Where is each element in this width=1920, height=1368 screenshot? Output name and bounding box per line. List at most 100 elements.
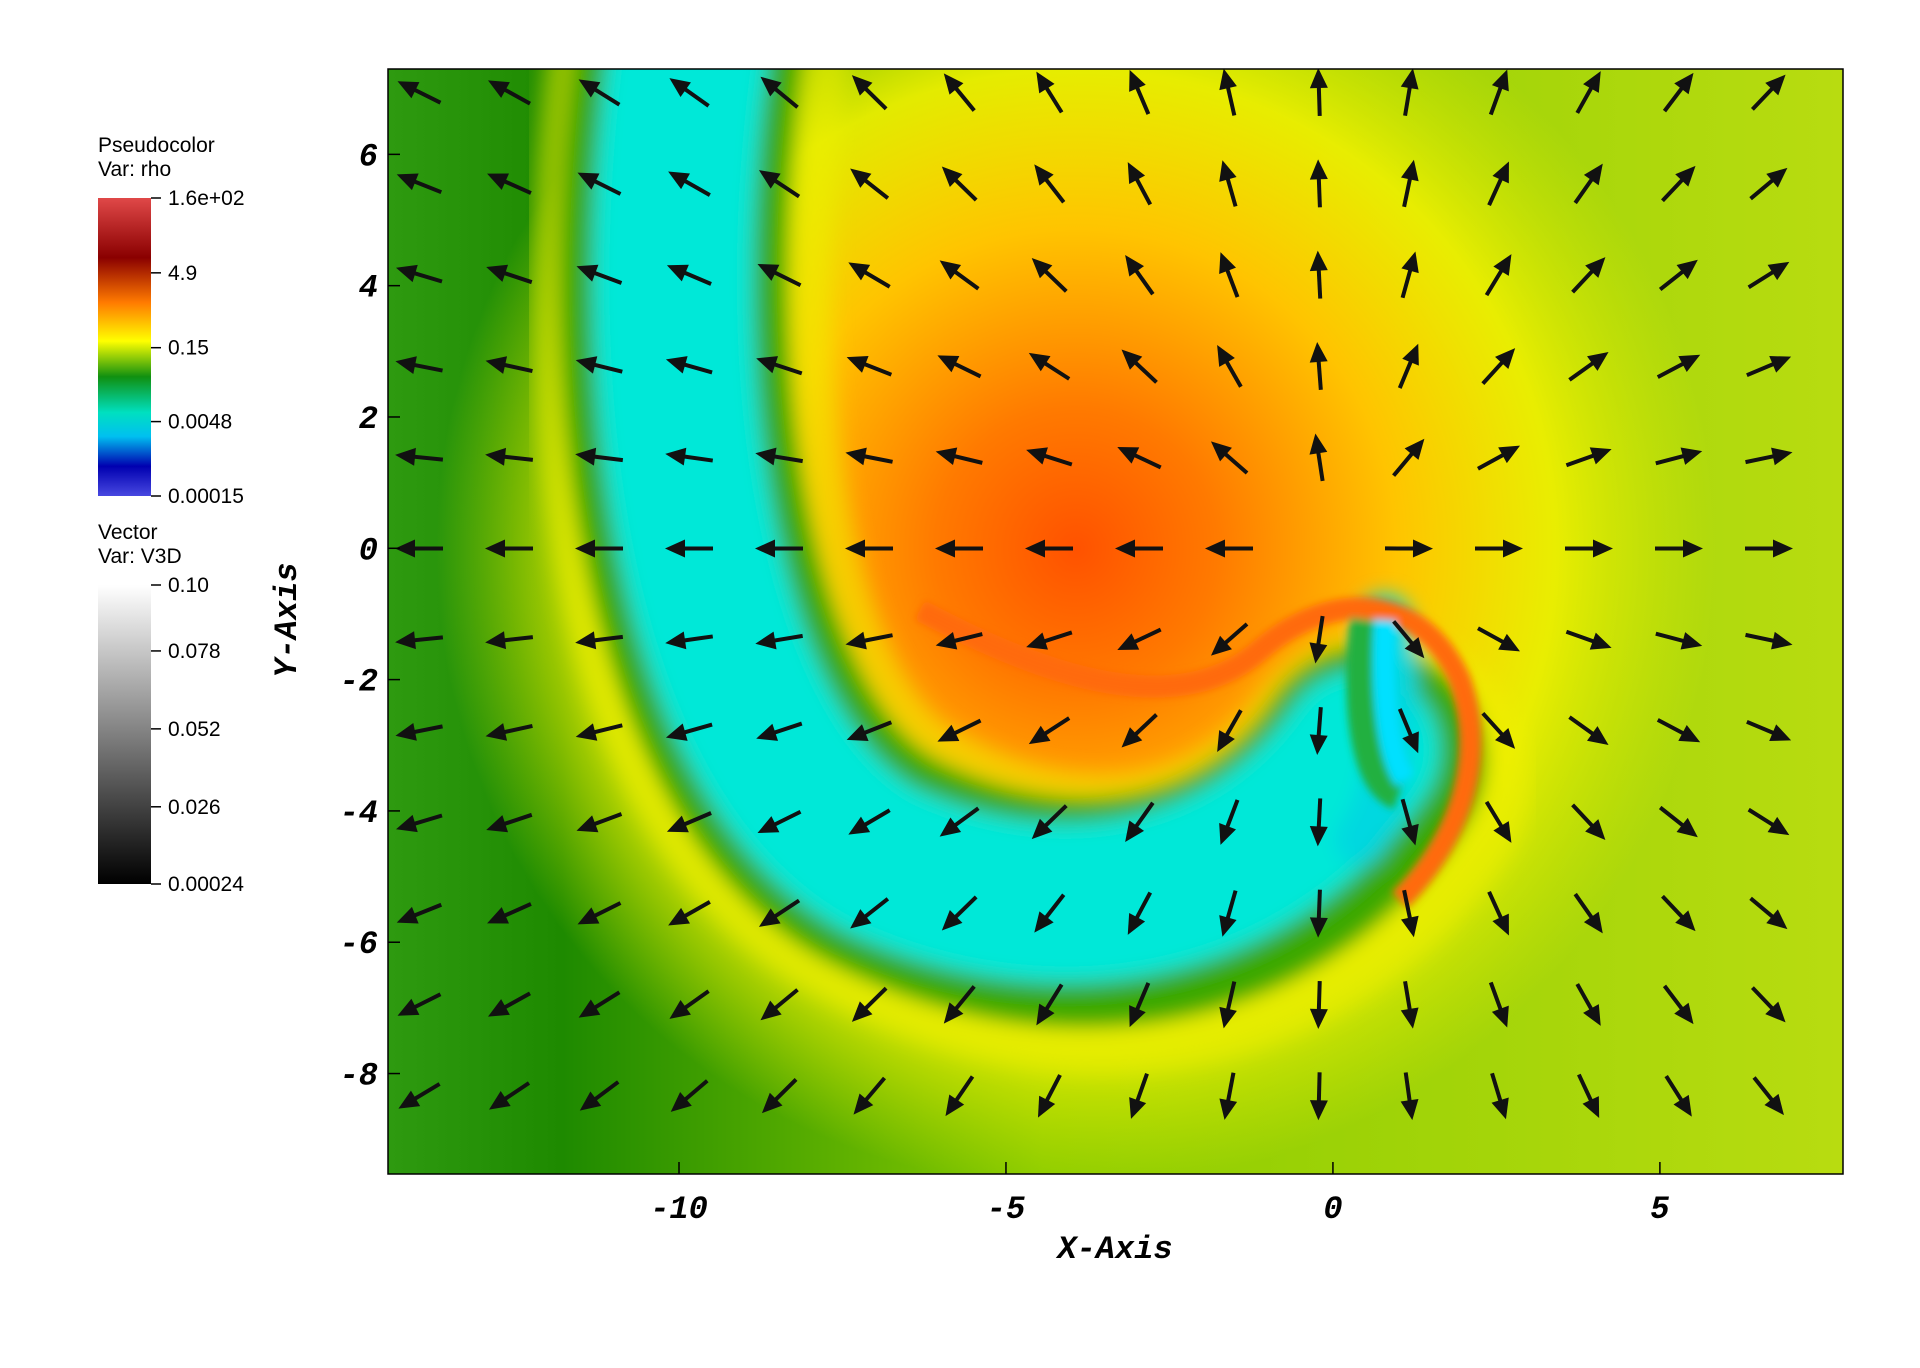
vector-head <box>1582 1096 1600 1119</box>
vector-head <box>757 816 780 834</box>
vector-head <box>397 81 420 99</box>
y-tick-label: -8 <box>340 1058 378 1095</box>
vector-head <box>1210 441 1232 462</box>
vector-head <box>1401 823 1419 846</box>
vector-head <box>669 999 691 1019</box>
vector-head <box>1400 1099 1419 1121</box>
vector-head <box>845 539 866 558</box>
vector-head <box>1502 539 1523 558</box>
vector-head <box>395 723 417 741</box>
vector-head <box>1401 159 1419 182</box>
vector-head <box>1028 352 1051 372</box>
vector-head <box>1583 1004 1601 1026</box>
vector-head <box>848 262 871 281</box>
vector-head <box>1498 445 1521 464</box>
vector-head <box>1495 348 1516 370</box>
vector-head <box>1127 913 1146 935</box>
vector-head <box>1764 1093 1784 1116</box>
legend-tick-label: 4.9 <box>168 262 197 285</box>
vector-head <box>575 539 596 558</box>
vector-head <box>1037 1095 1056 1118</box>
vector-head <box>485 723 508 741</box>
vector-head <box>1587 351 1609 371</box>
vector-head <box>1769 724 1792 741</box>
vector-head <box>1121 727 1143 748</box>
vector-head <box>1219 252 1236 275</box>
y-tick-label: -4 <box>340 795 378 832</box>
vector-head <box>1676 259 1698 280</box>
vector-head <box>846 356 869 373</box>
vector-head <box>939 817 962 837</box>
vector-head <box>845 447 867 466</box>
vector-head <box>1219 160 1237 182</box>
vector-head <box>943 73 964 95</box>
vector-head <box>1498 633 1521 652</box>
vector-head <box>1034 911 1054 933</box>
vector-head <box>1031 257 1053 279</box>
legend-tick-label: 0.10 <box>168 574 209 597</box>
vector-head <box>1404 438 1425 460</box>
vector-head <box>1036 71 1055 94</box>
vector-head <box>575 356 598 374</box>
vector-head <box>1217 345 1235 367</box>
plot-frame <box>387 68 1844 1175</box>
vector-head <box>487 173 509 190</box>
vector-head <box>1401 915 1419 938</box>
y-tick-label: 4 <box>359 270 378 307</box>
vector-head <box>1766 167 1788 188</box>
vector-head <box>1674 1002 1694 1025</box>
vector-head <box>1309 917 1328 938</box>
vector-head <box>665 631 687 650</box>
vector-head <box>1219 69 1237 91</box>
vector-head <box>935 539 956 558</box>
legend-tick-label: 0.026 <box>168 796 221 819</box>
vector-head <box>486 264 509 282</box>
vector-head <box>666 815 689 833</box>
vector-head <box>1129 1097 1147 1119</box>
vector-head <box>1025 539 1046 558</box>
vector-head <box>1115 539 1136 558</box>
vector-head <box>485 356 508 374</box>
vector-head <box>395 539 416 558</box>
vector-head <box>1589 447 1612 465</box>
vector-head <box>757 263 780 281</box>
vector-head <box>939 260 962 280</box>
vector-head <box>853 1093 874 1115</box>
vector-head <box>1492 161 1509 184</box>
vector-head <box>1121 349 1143 370</box>
vector-head <box>578 79 601 98</box>
vector-head <box>1680 632 1703 650</box>
vector-head <box>1309 825 1328 847</box>
vector-head <box>1678 354 1701 372</box>
vector-head <box>1592 539 1613 558</box>
vector-head <box>1412 539 1433 558</box>
vector-head <box>845 631 867 650</box>
vector-head <box>1680 447 1703 465</box>
vector-head <box>485 447 507 466</box>
vector-head <box>670 1092 692 1112</box>
vector-head <box>665 356 688 374</box>
vector-head <box>1034 164 1054 186</box>
vector-head <box>1675 165 1696 187</box>
vector-head <box>1491 1005 1509 1028</box>
legend-tick-label: 1.6e+02 <box>168 187 245 210</box>
vector-head <box>1767 816 1790 836</box>
spiral-arm <box>914 597 1482 908</box>
vector-head <box>398 1090 421 1109</box>
vector-head <box>760 1000 782 1021</box>
vector-head <box>1026 447 1048 465</box>
vector-head <box>1402 731 1419 754</box>
vector-head <box>396 906 419 924</box>
legend-tick-label: 0.052 <box>168 718 221 741</box>
vector-head <box>486 815 509 833</box>
vector-head <box>668 907 690 926</box>
vector-head <box>1678 725 1701 743</box>
vector-head <box>846 724 869 741</box>
vector-head <box>575 723 598 741</box>
vector-head <box>665 723 688 741</box>
vector-head <box>666 264 689 282</box>
vector-head <box>850 909 872 929</box>
vector-head <box>1682 539 1703 558</box>
